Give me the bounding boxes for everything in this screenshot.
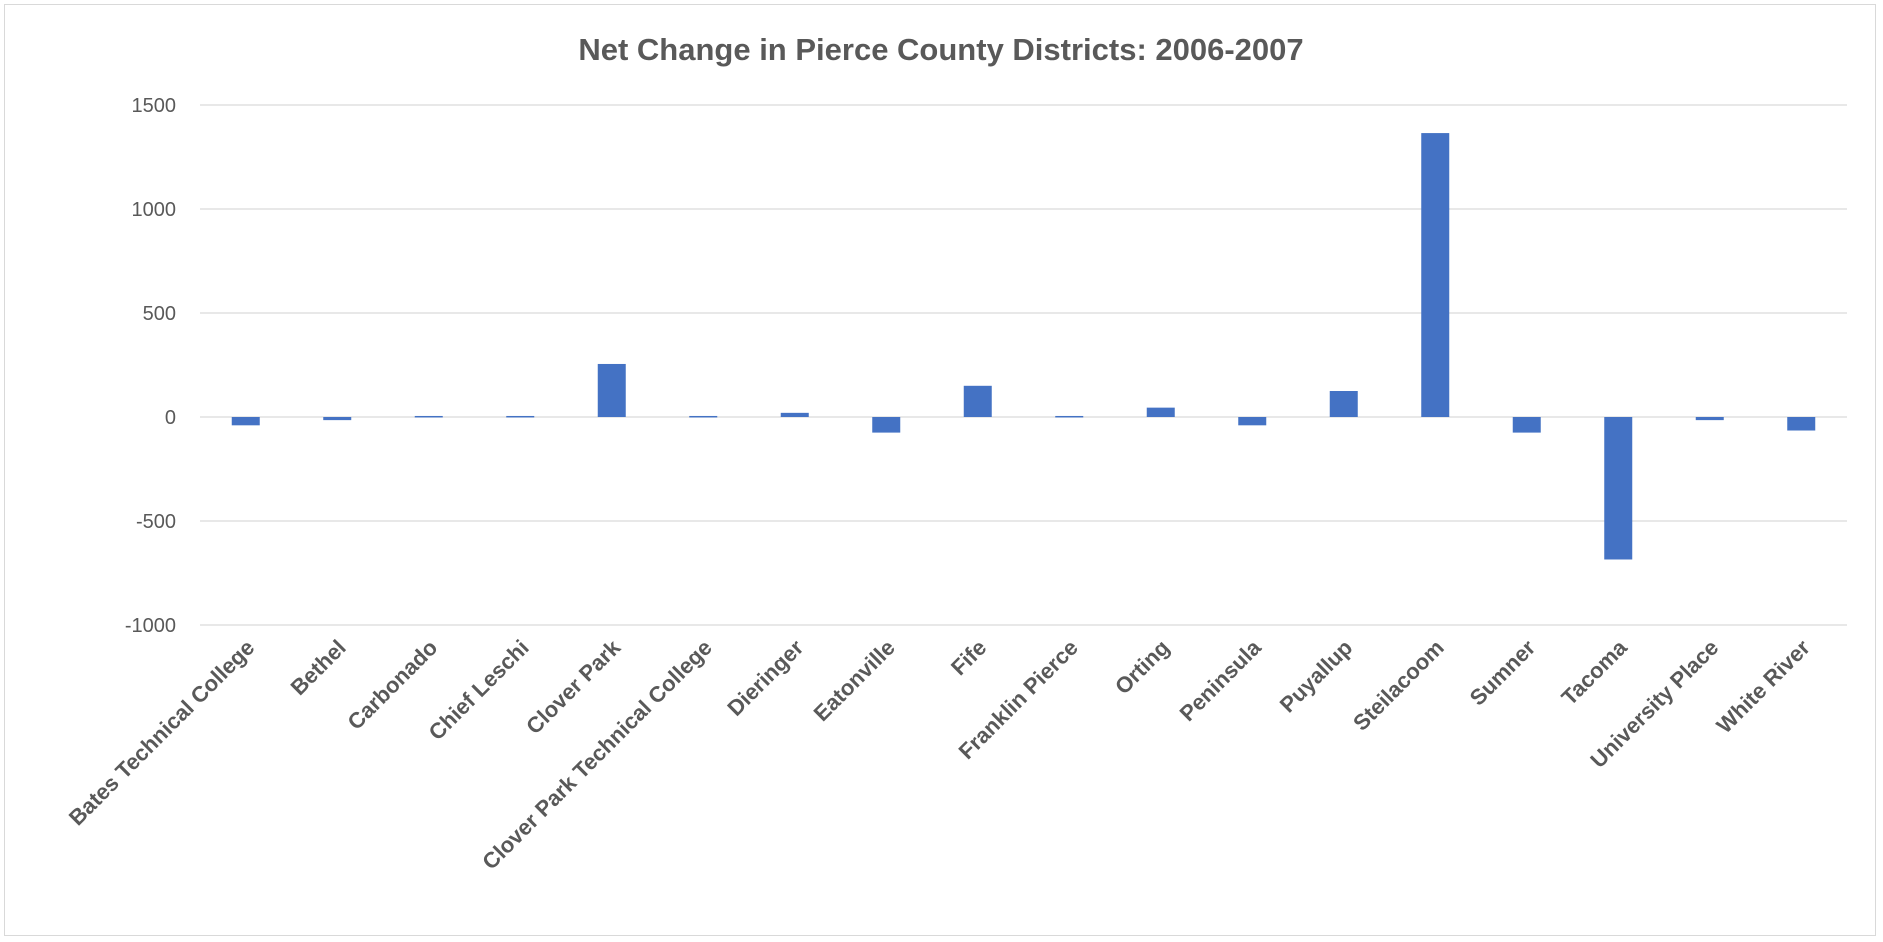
bar <box>1695 417 1724 421</box>
y-tick-label: 1000 <box>132 199 177 221</box>
x-tick-label: Fife <box>946 635 991 680</box>
bar <box>323 417 352 421</box>
bar <box>1055 415 1084 418</box>
x-axis-ticks: Bates Technical College BethelCarbonadoCh… <box>64 634 1815 874</box>
bar <box>1512 417 1541 433</box>
x-tick-label: Puyallup <box>1275 635 1358 718</box>
x-tick-label: Sumner <box>1465 635 1541 711</box>
bar <box>1238 417 1267 426</box>
chart-title: Net Change in Pierce County Districts: 2… <box>578 32 1303 67</box>
y-tick-label: 0 <box>165 407 176 429</box>
y-tick-label: 500 <box>143 303 176 325</box>
bar <box>1604 417 1633 560</box>
bar <box>231 417 260 426</box>
bar <box>872 417 901 433</box>
x-tick-label: Eatonville <box>809 635 900 726</box>
x-tick-label: Steilacoom <box>1348 635 1449 736</box>
bars <box>231 133 1816 560</box>
bar <box>1146 407 1175 417</box>
y-tick-label: -500 <box>136 511 176 533</box>
bar <box>597 363 626 417</box>
gridlines <box>200 104 1847 626</box>
chart-frame <box>4 4 1876 936</box>
y-tick-label: -1000 <box>125 615 176 637</box>
x-tick-label: Dieringer <box>722 635 808 721</box>
bar <box>506 415 535 418</box>
x-tick-label: Peninsula <box>1175 634 1267 726</box>
x-tick-label: Tacoma <box>1556 634 1632 710</box>
y-axis-ticks: 1500 1000 500 0 -500 -1000 <box>125 95 176 637</box>
bar <box>780 412 809 417</box>
bar <box>1329 391 1358 417</box>
x-tick-label: Orting <box>1110 635 1174 699</box>
x-tick-label: White River <box>1712 635 1816 739</box>
bar <box>1421 133 1450 417</box>
bar <box>963 385 992 417</box>
y-tick-label: 1500 <box>132 95 177 117</box>
x-tick-label: Carbonado <box>342 635 442 735</box>
bar <box>689 415 718 418</box>
bar <box>414 415 443 418</box>
bar <box>1787 417 1816 431</box>
x-tick-label: Bethel <box>286 635 351 700</box>
x-tick-label: Bates Technical College <box>64 635 259 830</box>
